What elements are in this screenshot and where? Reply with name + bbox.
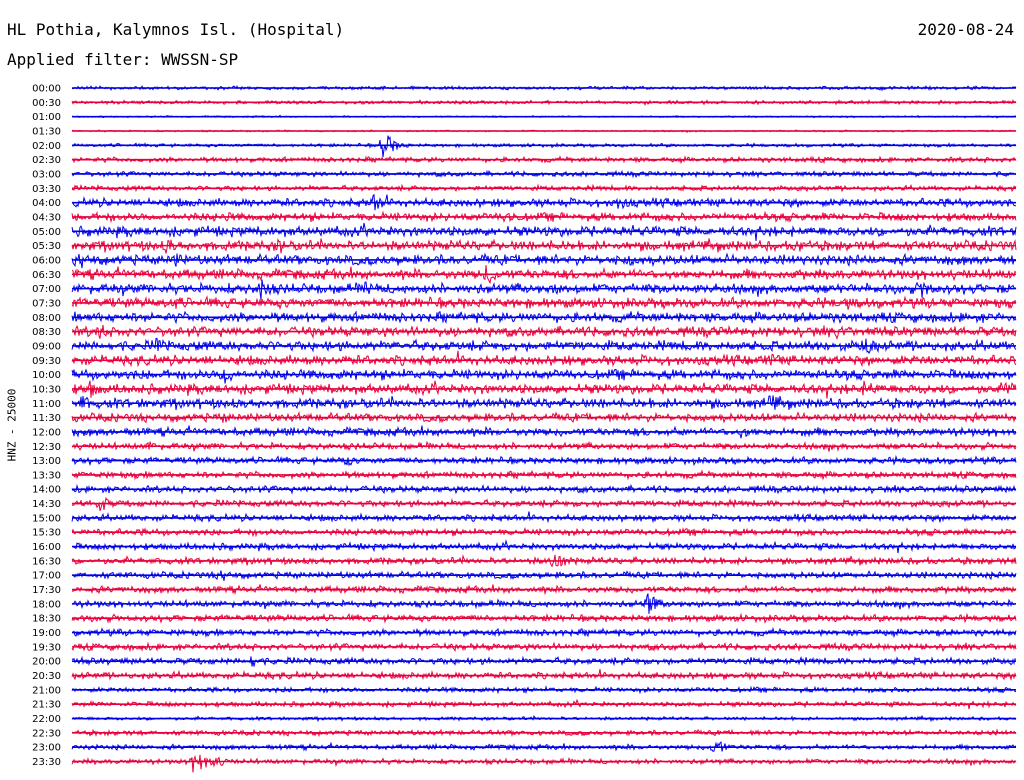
time-tick-label: 10:30 [32,384,61,395]
time-tick-label: 05:00 [32,227,61,238]
time-tick-label: 22:00 [32,714,61,725]
time-tick-label: 12:30 [32,442,61,453]
time-tick-label: 23:30 [32,757,61,768]
time-tick-label: 21:00 [32,685,61,696]
time-tick-label: 09:30 [32,356,61,367]
time-tick-label: 08:00 [32,313,61,324]
time-tick-label: 06:30 [32,270,61,281]
time-tick-label: 00:30 [32,98,61,109]
time-tick-label: 04:00 [32,198,61,209]
station-title: HL Pothia, Kalymnos Isl. (Hospital) [7,20,345,39]
time-tick-label: 13:00 [32,456,61,467]
trace-1630 [71,554,1017,568]
time-tick-label: 20:00 [32,657,61,668]
time-tick-label: 18:30 [32,614,61,625]
trace-1000 [71,368,1017,384]
time-tick-label: 22:30 [32,728,61,739]
trace-0930 [71,350,1017,368]
trace-0530 [71,237,1017,254]
trace-0200 [71,135,1017,158]
time-tick-label: 03:30 [32,184,61,195]
time-tick-label: 18:00 [32,599,61,610]
date-label: 2020-08-24 [917,20,1014,39]
time-tick-label: 02:00 [32,141,61,152]
trace-0430 [71,210,1017,224]
time-tick-label: 14:30 [32,499,61,510]
trace-2030 [71,668,1017,681]
time-tick-label: 01:30 [32,126,61,137]
time-tick-label: 11:00 [32,399,61,410]
time-tick-label: 14:00 [32,485,61,496]
trace-1500 [71,511,1017,524]
time-tick-label: 17:30 [32,585,61,596]
time-tick-label: 23:00 [32,743,61,754]
time-tick-label: 07:00 [32,284,61,295]
time-tick-label: 20:30 [32,671,61,682]
time-tick-label: 17:00 [32,571,61,582]
time-tick-label: 16:00 [32,542,61,553]
time-tick-label: 01:00 [32,112,61,123]
time-tick-label: 21:30 [32,700,61,711]
time-tick-label: 15:30 [32,528,61,539]
time-tick-label: 08:30 [32,327,61,338]
time-tick-label: 15:00 [32,513,61,524]
time-tick-label: 03:00 [32,169,61,180]
trace-1730 [72,584,1017,596]
time-tick-label: 16:30 [32,556,61,567]
time-tick-label: 04:30 [32,212,61,223]
time-tick-label: 09:00 [32,341,61,352]
time-tick-label: 13:30 [32,470,61,481]
time-tick-label: 00:00 [32,84,61,95]
filter-label: Applied filter: WWSSN-SP [7,50,239,69]
trace-0600 [71,252,1017,269]
time-tick-label: 05:30 [32,241,61,252]
time-tick-label: 10:00 [32,370,61,381]
trace-1430 [71,496,1017,511]
time-tick-label: 19:30 [32,642,61,653]
time-tick-labels: 00:00 00:30 01:00 01:30 02:00 02:30 03:00 03:30… [32,84,61,769]
trace-1830 [71,612,1017,624]
time-tick-label: 11:30 [32,413,61,424]
time-tick-label: 06:00 [32,255,61,266]
time-tick-label: 12:00 [32,427,61,438]
trace-rows [71,84,1017,773]
time-tick-label: 07:30 [32,298,61,309]
trace-2330 [71,754,1017,773]
trace-1400 [71,483,1017,495]
trace-0900 [71,337,1017,355]
time-tick-label: 19:00 [32,628,61,639]
trace-1100 [71,395,1017,411]
time-tick-label: 02:30 [32,155,61,166]
trace-0700 [71,279,1017,300]
